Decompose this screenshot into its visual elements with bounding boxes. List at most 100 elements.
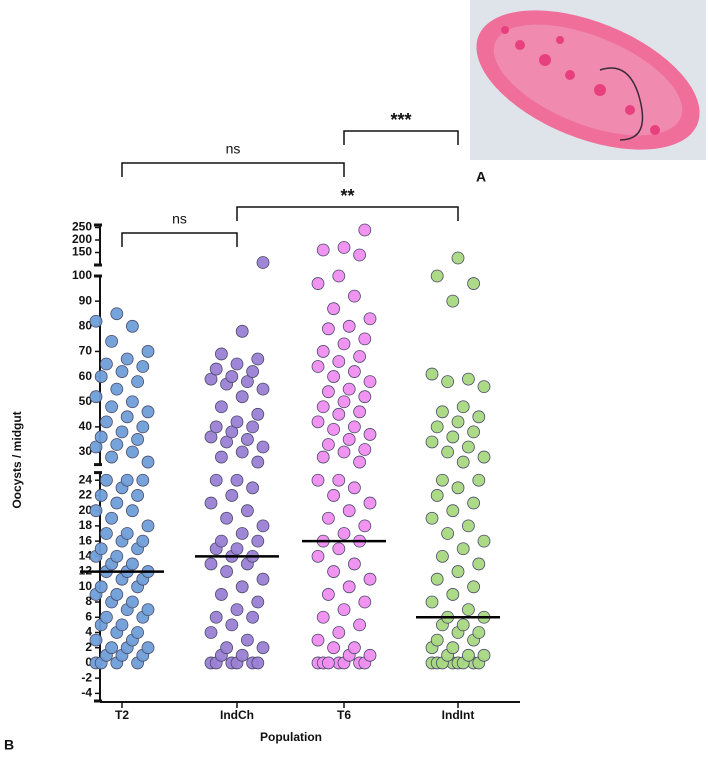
data-point (430, 633, 444, 647)
data-point (441, 375, 455, 389)
data-point (204, 557, 218, 571)
data-point (214, 400, 228, 414)
data-point (435, 405, 449, 419)
data-point (451, 565, 465, 578)
data-point (311, 415, 325, 429)
data-point (136, 473, 150, 487)
y-tick-label: 22 (79, 488, 93, 502)
data-point (105, 400, 118, 414)
data-point (240, 375, 254, 389)
data-point (100, 357, 113, 371)
data-point (251, 455, 265, 469)
data-point (321, 385, 335, 399)
significance-label: ns (172, 211, 187, 227)
bracket (121, 162, 345, 177)
data-point (131, 489, 145, 502)
data-point (435, 549, 449, 563)
data-point (125, 595, 139, 609)
data-point (327, 565, 341, 578)
data-point (136, 420, 150, 434)
data-point (461, 519, 475, 533)
data-point (363, 428, 377, 441)
data-point (131, 375, 145, 389)
data-point (461, 440, 475, 454)
data-point (358, 595, 372, 609)
data-point (467, 425, 481, 439)
y-tick-label: 60 (79, 369, 93, 383)
data-point (430, 489, 444, 502)
data-point (110, 382, 124, 396)
data-point (235, 445, 249, 459)
data-point (477, 534, 491, 548)
data-point (332, 473, 346, 487)
data-point (363, 648, 377, 662)
x-axis-label: Population (260, 730, 322, 744)
data-point (363, 572, 377, 586)
data-point (467, 580, 481, 594)
data-point (332, 626, 346, 639)
data-point (235, 648, 249, 662)
bracket (343, 130, 459, 145)
data-point (342, 319, 356, 333)
y-tick-label: 18 (79, 518, 93, 532)
data-point (327, 370, 341, 383)
data-point (235, 324, 249, 338)
data-point (321, 656, 335, 670)
data-point (246, 420, 260, 434)
data-point (358, 332, 372, 346)
y-tick-label: -4 (81, 686, 92, 700)
y-tick-label: 250 (72, 220, 92, 234)
data-point (337, 445, 351, 459)
data-point (430, 572, 444, 586)
y-tick-label: 2 (85, 640, 92, 654)
data-point (115, 365, 129, 378)
data-point (230, 415, 244, 429)
data-point (251, 656, 265, 670)
data-point (136, 360, 150, 373)
data-point (209, 362, 223, 376)
data-point (100, 415, 113, 429)
data-point (225, 618, 239, 632)
data-point (321, 511, 335, 525)
data-point (89, 633, 103, 647)
data-point (230, 357, 244, 371)
y-tick-label: 24 (79, 472, 93, 486)
significance-label: ns (226, 141, 241, 157)
data-point (332, 355, 346, 368)
data-point (327, 489, 341, 502)
data-point (214, 450, 228, 464)
data-point (220, 511, 234, 525)
y-tick-label: 16 (79, 533, 93, 547)
data-point (472, 410, 486, 424)
data-point (327, 641, 341, 655)
data-point (477, 380, 491, 394)
y-tick-label: 6 (85, 609, 92, 623)
data-point (256, 519, 270, 533)
data-point (316, 243, 330, 257)
data-point (100, 473, 113, 487)
data-point (246, 481, 260, 495)
data-point (141, 641, 155, 655)
data-point (347, 481, 361, 495)
data-point (456, 618, 470, 632)
data-point (225, 425, 239, 439)
data-point (110, 496, 124, 510)
data-point (251, 407, 265, 421)
data-point (477, 648, 491, 662)
data-point (209, 473, 223, 487)
data-point (337, 527, 351, 540)
data-point (235, 527, 249, 540)
data-point (141, 603, 155, 617)
data-point (446, 430, 460, 444)
data-point (94, 580, 108, 594)
data-point (451, 415, 465, 429)
y-tick-label: 0 (85, 655, 92, 669)
x-tick-label: T2 (115, 708, 129, 722)
data-point (214, 534, 228, 548)
data-point (327, 422, 341, 436)
data-point (115, 618, 129, 632)
x-tick-label: IndInt (442, 708, 475, 722)
data-point (337, 241, 351, 254)
data-point (353, 618, 367, 632)
data-point (136, 534, 150, 548)
